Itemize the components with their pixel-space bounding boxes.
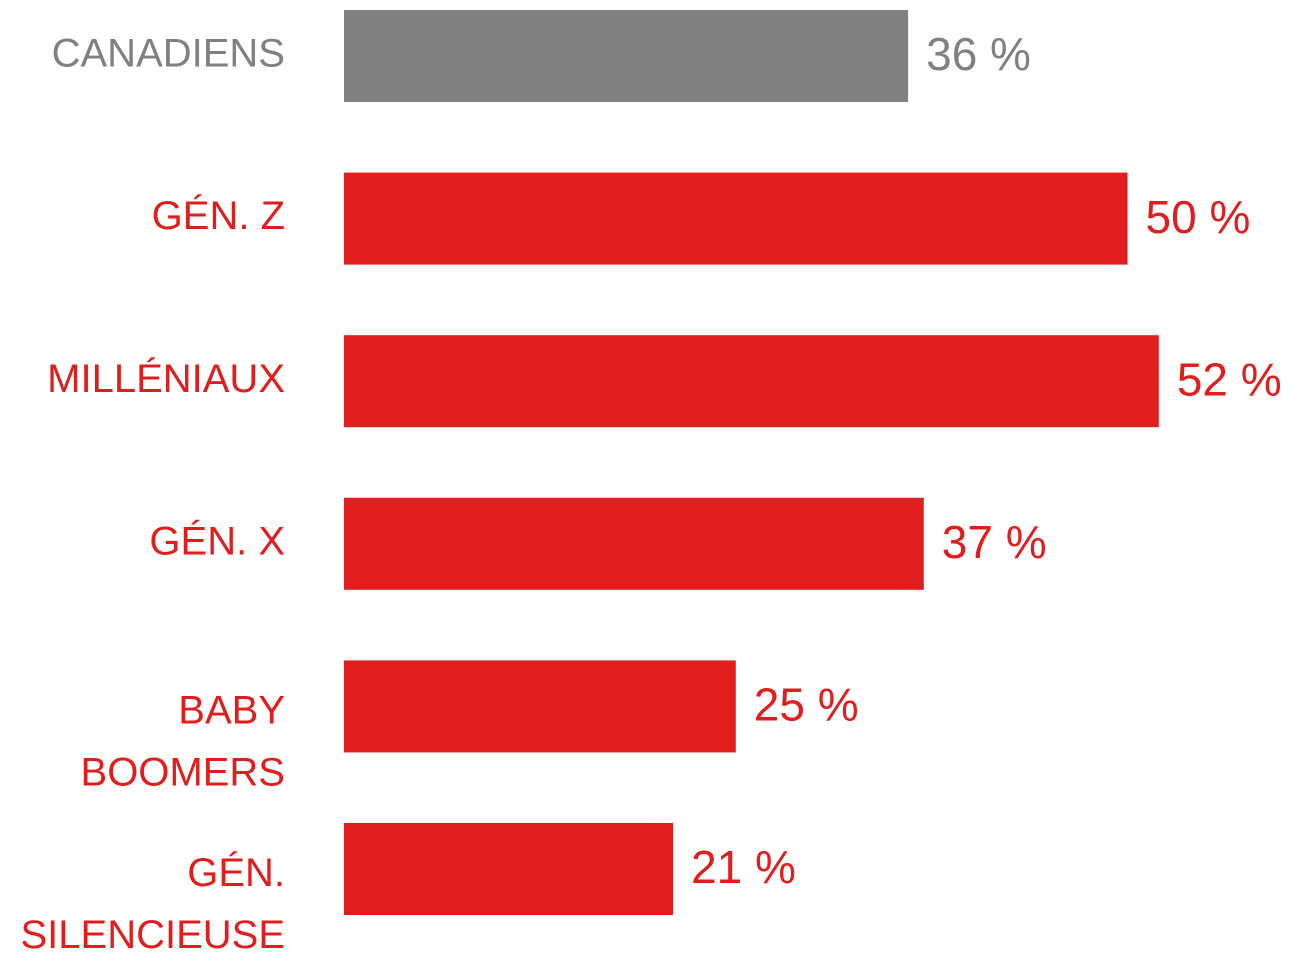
bar <box>344 660 736 753</box>
category-label: BABY BOOMERS <box>81 688 285 794</box>
value-label: 36 % <box>926 28 1031 80</box>
category-label: CANADIENS <box>52 32 285 76</box>
category-label: GÉN. X <box>149 518 285 563</box>
value-label: 37 % <box>942 516 1047 568</box>
bar <box>344 497 924 590</box>
bar <box>344 10 909 102</box>
value-label: 50 % <box>1146 191 1251 243</box>
value-label: 25 % <box>754 679 859 731</box>
category-label: GÉN. SILENCIEUSE <box>20 850 285 957</box>
bar <box>344 335 1159 428</box>
category-label: MILLÉNIAUX <box>47 356 285 401</box>
bar <box>344 172 1128 265</box>
category-label: GÉN. Z <box>152 193 285 238</box>
value-label: 21 % <box>691 841 796 893</box>
value-label: 52 % <box>1177 353 1282 405</box>
bar <box>344 823 674 915</box>
